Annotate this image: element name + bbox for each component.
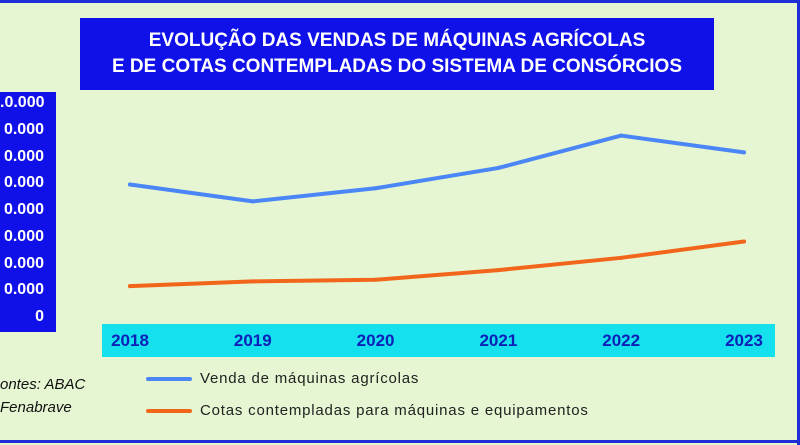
source-line-2: Fenabrave [0, 399, 72, 416]
x-tick-label: 2021 [479, 331, 518, 350]
series-2-point [742, 239, 746, 244]
series-2-point [619, 255, 624, 260]
series-1-point [250, 199, 255, 204]
chart-title: EVOLUÇÃO DAS VENDAS DE MÁQUINAS AGRÍCOLA… [80, 18, 714, 90]
y-tick-label: 0.000 [3, 174, 44, 192]
series-2-point [373, 277, 378, 282]
frame-top-border [0, 0, 800, 3]
x-tick-label: 2023 [725, 331, 763, 350]
series-1-point [742, 150, 746, 155]
series-line-2 [128, 239, 746, 289]
legend-item-series-2: Cotas contempladas para máquinas e equip… [146, 402, 589, 419]
x-axis-panel [102, 324, 775, 357]
y-axis-panel [0, 92, 56, 332]
y-tick-label: .0.000 [0, 94, 45, 111]
x-tick-label: 2018 [111, 331, 149, 350]
y-tick-label: 0.000 [3, 120, 44, 138]
chart-title-line-2: E DE COTAS CONTEMPLADAS DO SISTEMA DE CO… [111, 56, 683, 77]
frame-right-border [797, 0, 800, 445]
chart-title-line-1: EVOLUÇÃO DAS VENDAS DE MÁQUINAS AGRÍCOLA… [148, 30, 646, 51]
legend-label-series-1: Venda de máquinas agrícolas [200, 370, 420, 387]
y-tick-label: 0.000 [3, 201, 44, 218]
series-1-point [619, 133, 624, 138]
legend-label-series-2: Cotas contempladas para máquinas e equip… [200, 402, 589, 419]
y-tick-label: 0.000 [3, 227, 44, 245]
series-1-point [496, 165, 501, 170]
legend-swatch-series-2 [146, 408, 192, 413]
y-tick-label: 0.000 [3, 254, 44, 272]
source-note: ontes: ABAC Fenabrave [0, 373, 85, 419]
x-tick-label: 2019 [233, 331, 272, 350]
frame-bottom-border [0, 440, 800, 443]
series-1-point [128, 182, 132, 187]
y-tick-label: 0.000 [3, 147, 44, 165]
x-tick-label: 2020 [356, 331, 395, 350]
series-1-point [373, 186, 378, 191]
series-2-point [250, 279, 255, 284]
y-tick-label: 0.000 [3, 281, 44, 299]
legend-swatch-series-1 [146, 376, 192, 381]
series-2-point [496, 268, 501, 273]
series-2-point [128, 284, 132, 289]
series-line-1 [128, 133, 746, 204]
y-tick-label: 0 [35, 308, 44, 325]
x-tick-label: 2022 [602, 331, 641, 350]
legend-item-series-1: Venda de máquinas agrícolas [146, 370, 419, 387]
source-line-1: ontes: ABAC [0, 376, 86, 393]
